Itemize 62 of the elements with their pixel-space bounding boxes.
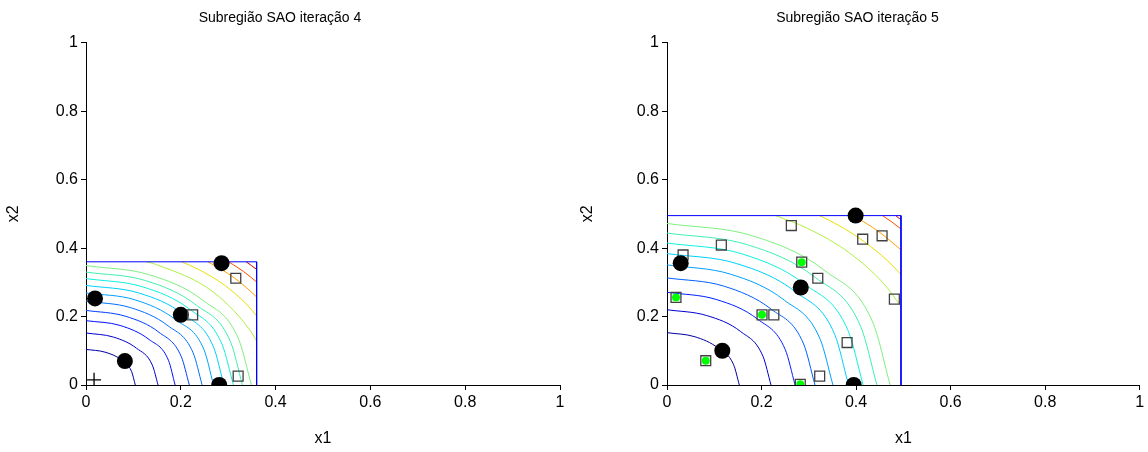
point [677, 249, 689, 261]
y-tick-label: 0.2 [636, 306, 660, 324]
y-tick-label: 0.4 [55, 238, 79, 256]
line-series [146, 261, 258, 342]
x-tick-label: 0 [81, 393, 91, 411]
line-series [667, 277, 816, 385]
y-tick-label: 1 [69, 33, 79, 51]
x-tick-label: 0.4 [844, 393, 868, 411]
point [792, 279, 809, 296]
line-series [181, 261, 258, 317]
point [715, 239, 727, 251]
y-tick-label: 0 [650, 375, 660, 393]
point [857, 233, 869, 245]
chart-title: Subregião SAO iteração 5 [776, 9, 940, 26]
y-tick-label: 0.6 [636, 170, 660, 188]
chart-title: Subregião SAO iteração 4 [198, 9, 362, 26]
point [87, 290, 104, 307]
y-tick-label: 1 [650, 33, 660, 51]
x-tick-label: 1 [1135, 393, 1145, 411]
x-tick-label: 1 [555, 393, 565, 411]
point [86, 372, 102, 385]
x-tick-label: 0.6 [939, 393, 962, 411]
line-series [667, 332, 740, 385]
x-tick-label: 0.2 [169, 393, 193, 411]
line-series [667, 309, 772, 385]
point [768, 309, 780, 321]
x-tick-label: 0.8 [1034, 393, 1057, 411]
point [814, 370, 826, 382]
x-tick-label: 0 [662, 393, 672, 411]
point [847, 207, 864, 224]
point [187, 309, 199, 321]
x-tick-label: 0.4 [264, 393, 287, 411]
y-tick-label: 0 [69, 375, 79, 393]
y-tick-label: 0.8 [55, 101, 79, 119]
point [116, 353, 133, 370]
x-axis-title: x1 [314, 428, 332, 446]
point [888, 293, 900, 305]
point [714, 342, 731, 359]
x-tick-label: 0.2 [750, 393, 773, 411]
y-tick-label: 0.6 [55, 170, 79, 188]
x-tick-label: 0.8 [454, 393, 477, 411]
line-series [667, 264, 834, 385]
line-series [819, 215, 902, 275]
point [672, 255, 689, 272]
y-tick-label: 0.2 [55, 306, 79, 324]
point [785, 219, 797, 232]
point [172, 306, 189, 323]
line-series [86, 309, 190, 385]
point [232, 370, 244, 382]
y-axis-title: x2 [4, 205, 22, 223]
y-axis-title: x2 [578, 205, 596, 223]
point [230, 272, 242, 284]
point [812, 272, 824, 284]
point [841, 336, 853, 349]
line-series [86, 332, 159, 385]
line-series [86, 320, 176, 385]
line-series [86, 348, 136, 385]
x-axis-title: x1 [894, 428, 912, 446]
point [213, 255, 230, 272]
y-tick-label: 0.8 [636, 101, 660, 119]
x-tick-label: 0.6 [359, 393, 382, 411]
y-tick-label: 0.4 [636, 238, 660, 256]
